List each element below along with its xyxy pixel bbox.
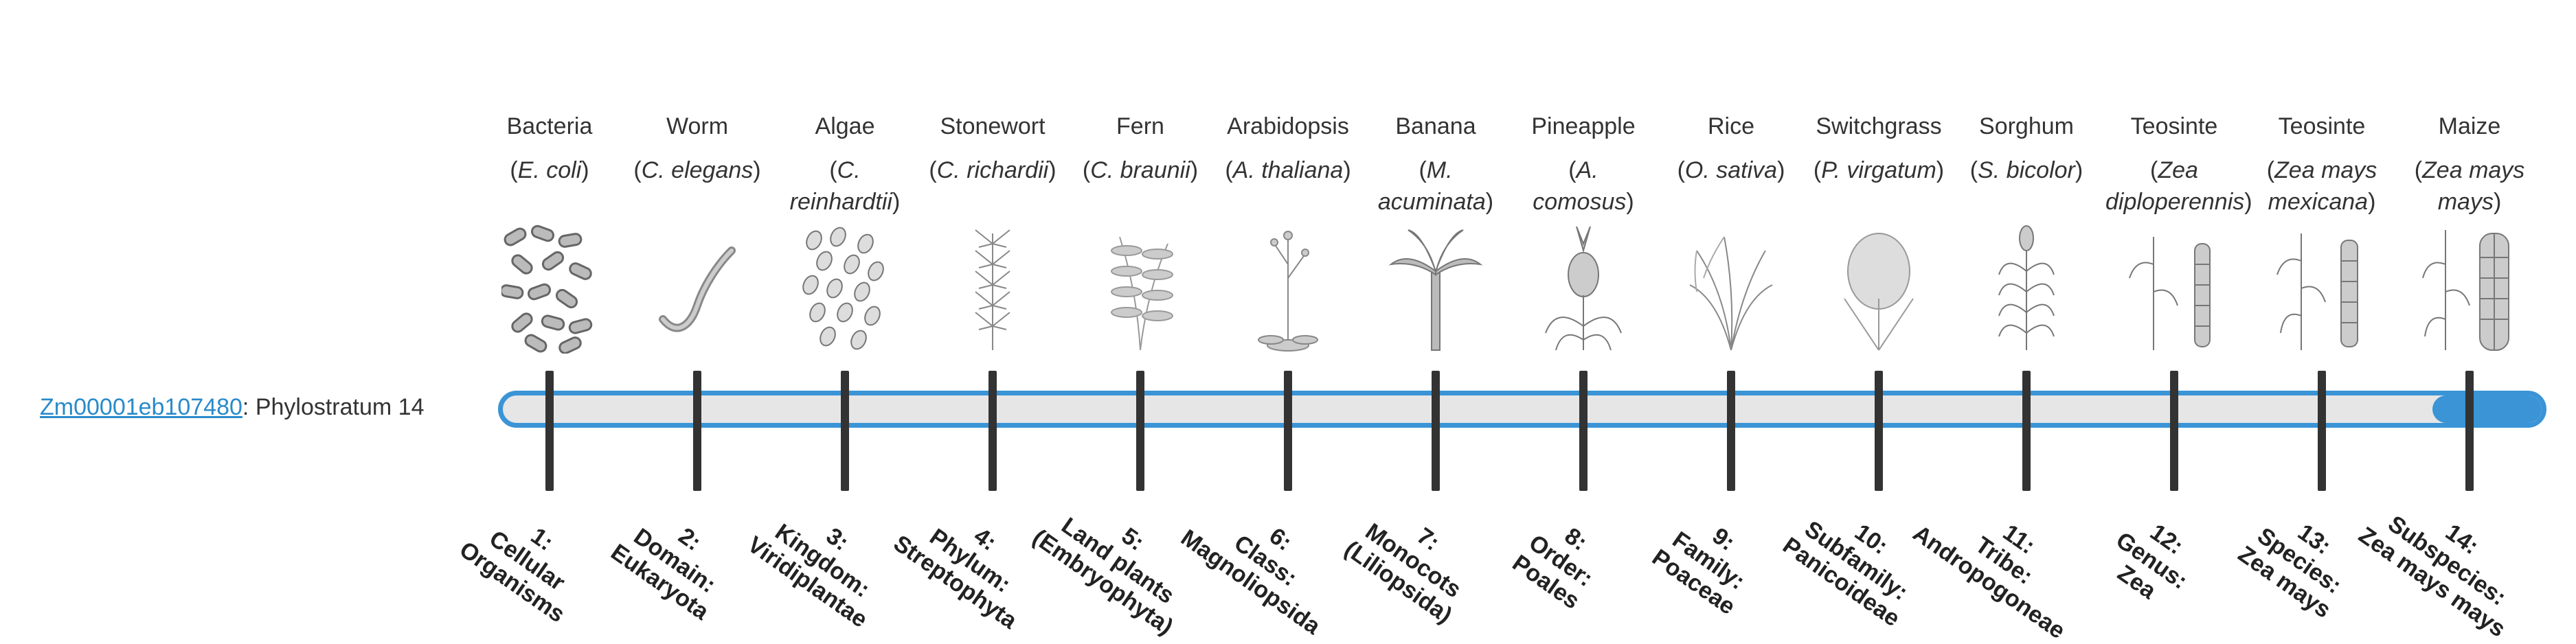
fern-illustration: [1092, 223, 1188, 354]
organism-common-name: Teosinte: [2278, 113, 2366, 139]
phylostratum-column: Maize (Zea mays mays) 14: Subspecies: Zea may…: [2354, 0, 2576, 642]
phylostratum-column: Teosinte (Zea mays mexicana) 13: Species: Zea…: [2233, 0, 2459, 636]
algae-illustration: [797, 223, 893, 354]
stratum-tick: [1875, 371, 1883, 491]
organism-scientific-name: (E. coli): [510, 157, 589, 183]
stratum-tick: [1579, 371, 1588, 491]
organism-common-name: Banana: [1395, 113, 1476, 139]
phylostratum-column: Pineapple (A. comosus) 8: Order: Poales: [1508, 0, 1721, 636]
phylostratum-column: Rice (O. sativa) 9: Family: Poaceae: [1647, 0, 1868, 636]
stratum-tick: [2170, 371, 2178, 491]
sorghum-illustration: [1978, 223, 2075, 354]
banana-illustration: [1388, 223, 1484, 354]
organism-scientific-name: (A. comosus): [1533, 157, 1634, 215]
organism-common-name: Arabidopsis: [1227, 113, 1349, 139]
phylostratum-column: Worm (C. elegans) 2: Domain: Eukaryota: [606, 0, 835, 636]
phylostratum-text: : Phylostratum 14: [242, 394, 425, 420]
stratum-tick: [2318, 371, 2326, 491]
organism-scientific-name: (Zea mays mexicana): [2266, 157, 2377, 215]
organism-common-name: Stonewort: [940, 113, 1046, 139]
gene-id-link[interactable]: Zm00001eb107480: [40, 394, 242, 420]
phylostratum-column: Stonewort (C. richardii) 4: Phylum: Streptop…: [889, 0, 1130, 636]
organism-scientific-name: (S. bicolor): [1969, 157, 2083, 183]
organism-scientific-name: (C. reinhardtii): [789, 157, 901, 215]
organism-scientific-name: (P. virgatum): [1813, 157, 1945, 183]
organism-common-name: Maize: [2438, 113, 2501, 139]
phylostratum-column: Banana (M. acuminata) 7: Monocots (Liliopsida…: [1340, 0, 1573, 636]
teosinte-mexicana-illustration: [2274, 223, 2370, 354]
stratum-tick: [1284, 371, 1292, 491]
organism-scientific-name: (A. thaliana): [1225, 157, 1351, 183]
organism-common-name: Algae: [815, 113, 875, 139]
stratum-tick: [2465, 371, 2474, 491]
switchgrass-illustration: [1831, 223, 1927, 354]
organism-common-name: Sorghum: [1979, 113, 2074, 139]
stratum-tick: [988, 371, 997, 491]
phylostratum-column: Sorghum (S. bicolor) 11: Tribe: Andropogonea…: [1908, 0, 2164, 644]
organism-common-name: Switchgrass: [1816, 113, 1942, 139]
stratum-tick: [1136, 371, 1144, 491]
stratum-tick: [1432, 371, 1440, 491]
pineapple-illustration: [1535, 223, 1631, 354]
rice-illustration: [1683, 223, 1779, 354]
maize-illustration: [2421, 223, 2518, 354]
stratum-tick: [1727, 371, 1735, 491]
stratum-tick: [545, 371, 554, 491]
organism-common-name: Pineapple: [1531, 113, 1636, 139]
gene-label: Zm00001eb107480: Phylostratum 14: [40, 394, 424, 421]
organism-common-name: Bacteria: [506, 113, 593, 139]
organism-scientific-name: (Zea mays mays): [2414, 157, 2525, 215]
stratum-tick: [2022, 371, 2031, 491]
stratum-label: 1: Cellular Organisms: [454, 522, 570, 628]
organism-scientific-name: (C. braunii): [1082, 157, 1199, 183]
organism-scientific-name: (C. elegans): [633, 157, 761, 183]
stonewort-illustration: [945, 223, 1041, 354]
organism-scientific-name: (Zea diploperennis): [2105, 157, 2252, 215]
worm-illustration: [649, 223, 745, 354]
bacteria-illustration: [499, 223, 598, 354]
organism-common-name: Teosinte: [2130, 113, 2218, 139]
stratum-tick: [841, 371, 849, 491]
teosinte-illustration: [2126, 223, 2222, 354]
phylostratum-column: Fern (C. braunii) 5: Land plants (Embryophyt…: [1028, 0, 1278, 640]
phylostratum-column: Arabidopsis (A. thaliana) 6: Class: Magnolio…: [1176, 0, 1425, 640]
phylostratum-column: Switchgrass (P. virgatum) 10: Subfamily: Pan…: [1778, 0, 2016, 636]
organism-common-name: Fern: [1116, 113, 1164, 139]
organism-scientific-name: (C. richardii): [929, 157, 1057, 183]
organism-scientific-name: (O. sativa): [1677, 157, 1785, 183]
stratum-tick: [693, 371, 701, 491]
phylostratum-column: Teosinte (Zea diploperennis) 12: Genus: Zea: [2105, 0, 2312, 636]
arabidopsis-illustration: [1240, 223, 1336, 354]
phylostratum-column: Algae (C. reinhardtii) 3: Kingdom: Viridiplan…: [743, 0, 982, 636]
organism-common-name: Rice: [1707, 113, 1755, 139]
phylostratum-column: Bacteria (E. coli) 1: Cellular Organisms: [455, 0, 687, 636]
phylostratum-bar-fill: [2432, 395, 2542, 423]
phylostratum-bar: [498, 391, 2546, 428]
organism-common-name: Worm: [666, 113, 729, 139]
organism-scientific-name: (M. acuminata): [1377, 157, 1494, 215]
